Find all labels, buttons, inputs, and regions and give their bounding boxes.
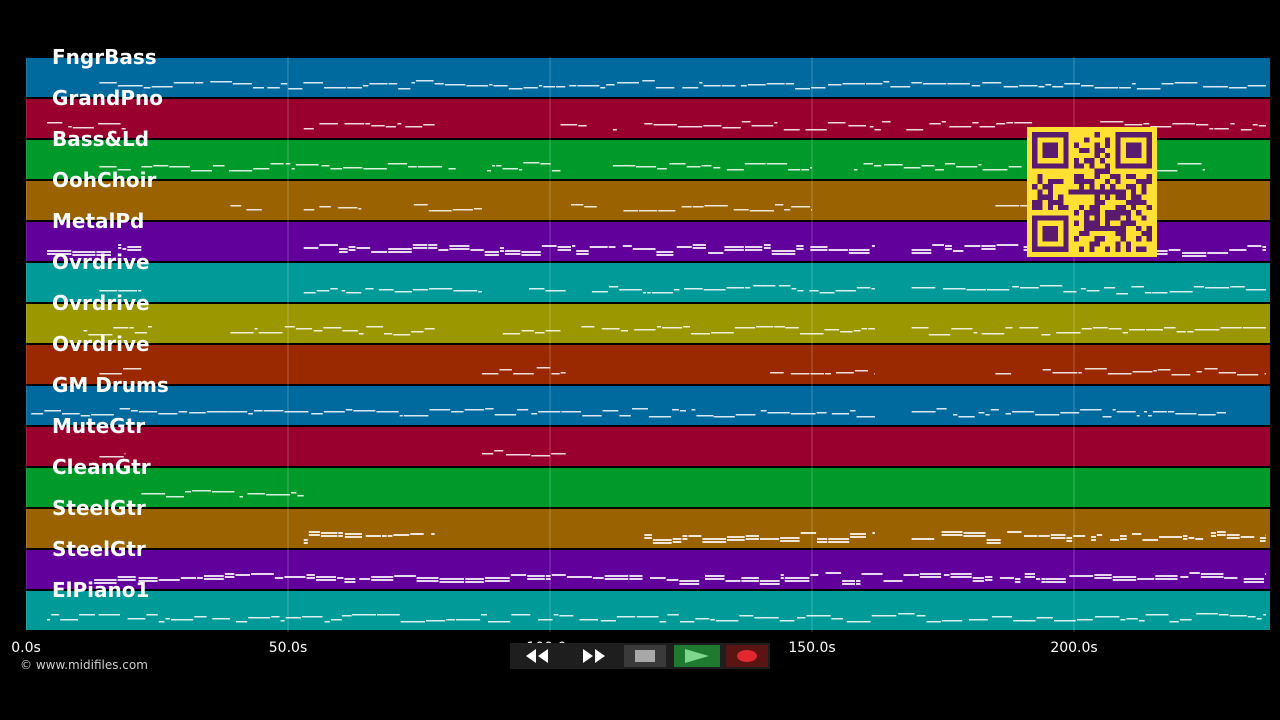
track-lane <box>26 509 1270 548</box>
time-tick-label: 150.0s <box>788 640 836 656</box>
fast-forward-icon <box>583 649 605 663</box>
track-label: OohChoir <box>52 168 157 192</box>
track-label: SteelGtr <box>52 496 146 520</box>
track-label: CleanGtr <box>52 455 151 479</box>
time-tick-label: 200.0s <box>1050 640 1098 656</box>
track-lane <box>26 427 1270 466</box>
track-label: MetalPd <box>52 209 145 233</box>
track-label: SteelGtr <box>52 537 146 561</box>
track-lane <box>26 386 1270 425</box>
play-button[interactable] <box>674 645 720 667</box>
track-lane <box>26 591 1270 630</box>
track-lane <box>26 345 1270 384</box>
track-label: GM Drums <box>52 373 169 397</box>
track-label: Ovrdrive <box>52 250 150 274</box>
track-lane <box>26 468 1270 507</box>
fast-forward-button[interactable] <box>572 645 616 667</box>
stop-icon <box>635 650 655 662</box>
track-label: Ovrdrive <box>52 332 150 356</box>
track-lane <box>26 550 1270 589</box>
track-lane <box>26 58 1270 97</box>
time-tick-label: 50.0s <box>268 640 308 656</box>
copyright-text: © www.midifiles.com <box>20 658 148 672</box>
track-label: Bass&Ld <box>52 127 150 151</box>
record-button[interactable] <box>726 645 768 667</box>
track-label: MuteGtr <box>52 414 146 438</box>
rewind-button[interactable] <box>512 645 562 667</box>
track-label: GrandPno <box>52 86 163 110</box>
qr-code <box>1027 127 1157 257</box>
track-label: FngrBass <box>52 45 157 69</box>
rewind-icon <box>526 649 548 663</box>
track-label: ElPiano1 <box>52 578 150 602</box>
record-icon <box>737 650 757 662</box>
track-lane <box>26 304 1270 343</box>
transport-bar <box>510 643 770 669</box>
note-layer <box>31 80 1266 623</box>
track-label: Ovrdrive <box>52 291 150 315</box>
stop-button[interactable] <box>624 645 666 667</box>
time-tick-label: 0.0s <box>11 640 41 656</box>
track-lane <box>26 263 1270 302</box>
play-icon <box>685 649 709 663</box>
